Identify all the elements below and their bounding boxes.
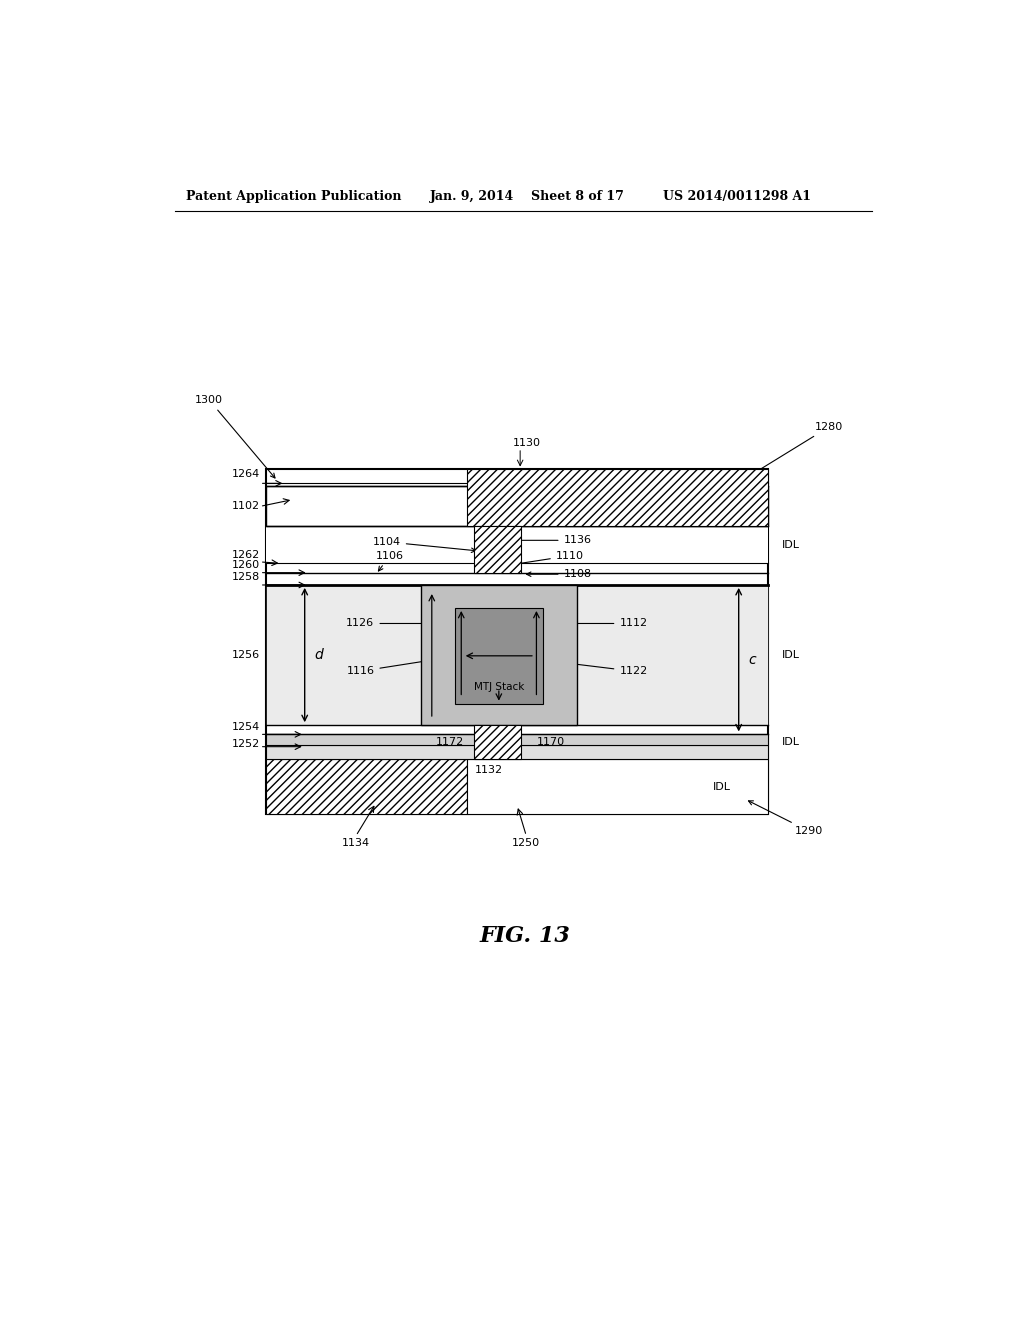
Bar: [266, 470, 768, 814]
Bar: [266, 527, 768, 564]
Text: IDL: IDL: [782, 737, 800, 747]
Text: 1252: 1252: [231, 739, 260, 748]
Bar: [266, 734, 768, 744]
Bar: [266, 759, 467, 814]
Text: 1170: 1170: [537, 737, 564, 747]
Bar: [266, 585, 768, 725]
Bar: [467, 759, 768, 814]
Text: 1290: 1290: [749, 801, 823, 837]
Text: Patent Application Publication: Patent Application Publication: [186, 190, 401, 203]
Text: 1112: 1112: [571, 619, 647, 628]
Text: 1104: 1104: [373, 537, 476, 553]
Text: 1172: 1172: [436, 737, 464, 747]
Text: MTJ Stack: MTJ Stack: [474, 681, 524, 692]
Text: 1256: 1256: [231, 649, 260, 660]
Text: IDL: IDL: [782, 540, 800, 550]
Text: 1260: 1260: [231, 560, 260, 570]
Bar: [455, 609, 543, 704]
Text: 1132: 1132: [475, 766, 504, 775]
Text: c: c: [748, 652, 756, 667]
Text: Jan. 9, 2014: Jan. 9, 2014: [430, 190, 514, 203]
Text: 1136: 1136: [482, 536, 592, 545]
Text: US 2014/0011298 A1: US 2014/0011298 A1: [663, 190, 811, 203]
Text: 1108: 1108: [526, 569, 592, 579]
Text: 1110: 1110: [483, 550, 584, 570]
Text: 1134: 1134: [342, 838, 370, 847]
Bar: [467, 470, 768, 527]
Bar: [266, 487, 768, 527]
Text: 1122: 1122: [543, 659, 647, 676]
Text: IDL: IDL: [782, 649, 800, 660]
Text: d: d: [314, 648, 323, 663]
Text: 1250: 1250: [512, 838, 541, 847]
Text: 1258: 1258: [231, 572, 260, 582]
Text: 1116: 1116: [346, 655, 455, 676]
Bar: [474, 725, 521, 759]
Text: 1264: 1264: [231, 470, 260, 479]
Bar: [421, 585, 577, 725]
Text: FIG. 13: FIG. 13: [479, 925, 570, 948]
Text: 1262: 1262: [231, 550, 260, 561]
Text: 1254: 1254: [231, 722, 260, 733]
Text: 1106: 1106: [376, 550, 404, 572]
Text: 1300: 1300: [196, 395, 275, 478]
Text: 1126: 1126: [346, 619, 426, 628]
Text: IDL: IDL: [713, 781, 731, 792]
Bar: [266, 744, 768, 759]
Bar: [474, 527, 521, 573]
Text: Sheet 8 of 17: Sheet 8 of 17: [531, 190, 624, 203]
Text: 1280: 1280: [749, 422, 843, 477]
Text: 1102: 1102: [231, 502, 260, 511]
Text: 1130: 1130: [512, 437, 541, 447]
